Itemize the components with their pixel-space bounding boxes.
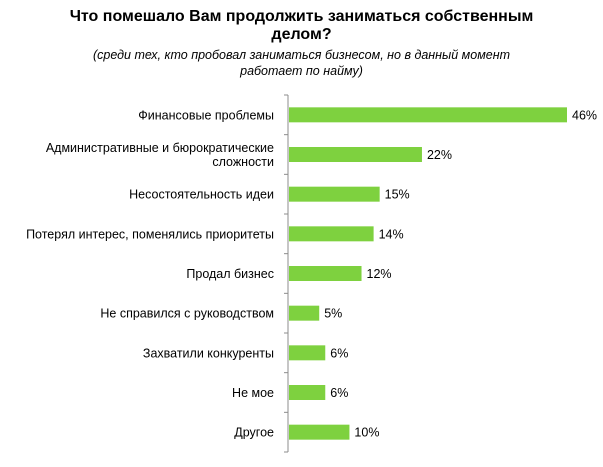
bar-6 xyxy=(289,305,320,321)
chart-title-line-1: Что помешало Вам продолжить заниматься с… xyxy=(69,8,534,25)
category-label-2-line-1: Административные и бюрократические xyxy=(46,141,274,155)
category-label-4: Потерял интерес, поменялись приоритеты xyxy=(26,227,274,241)
chart-title-line-2: делом? xyxy=(271,26,332,43)
chart-subtitle-line-1: (среди тех, кто пробовал заниматься бизн… xyxy=(92,48,511,62)
category-label-9: Другое xyxy=(234,426,274,440)
value-label-4: 14% xyxy=(379,227,404,241)
bar-4 xyxy=(289,226,374,242)
bar-8 xyxy=(289,385,326,400)
category-label-5: Продал бизнес xyxy=(186,267,274,281)
value-label-3: 15% xyxy=(385,188,410,202)
value-label-5: 12% xyxy=(367,267,392,281)
value-label-9: 10% xyxy=(354,426,379,440)
bar-1 xyxy=(289,107,567,123)
bar-5 xyxy=(289,266,362,281)
category-label-2-line-2: сложности xyxy=(212,155,274,169)
bar-2 xyxy=(289,147,422,162)
bar-3 xyxy=(289,186,380,202)
chart-subtitle-line-2: работает по найму) xyxy=(240,64,363,78)
bar-7 xyxy=(289,345,326,361)
category-label-8: Не мое xyxy=(232,386,274,400)
value-label-1: 46% xyxy=(572,108,597,122)
chart-title: Что помешало Вам продолжить заниматься с… xyxy=(0,8,603,44)
category-label-3: Несостоятельность идеи xyxy=(129,188,274,202)
value-label-8: 6% xyxy=(330,386,348,400)
value-label-2: 22% xyxy=(427,148,452,162)
value-label-7: 6% xyxy=(330,346,348,360)
bar-9 xyxy=(289,424,350,440)
category-label-1: Финансовые проблемы xyxy=(138,108,274,122)
value-label-6: 5% xyxy=(324,307,342,321)
category-label-7: Захватили конкуренты xyxy=(143,346,274,360)
category-label-6: Не справился с руководством xyxy=(100,307,274,321)
chart-subtitle: (среди тех, кто пробовал заниматься бизн… xyxy=(0,47,603,79)
